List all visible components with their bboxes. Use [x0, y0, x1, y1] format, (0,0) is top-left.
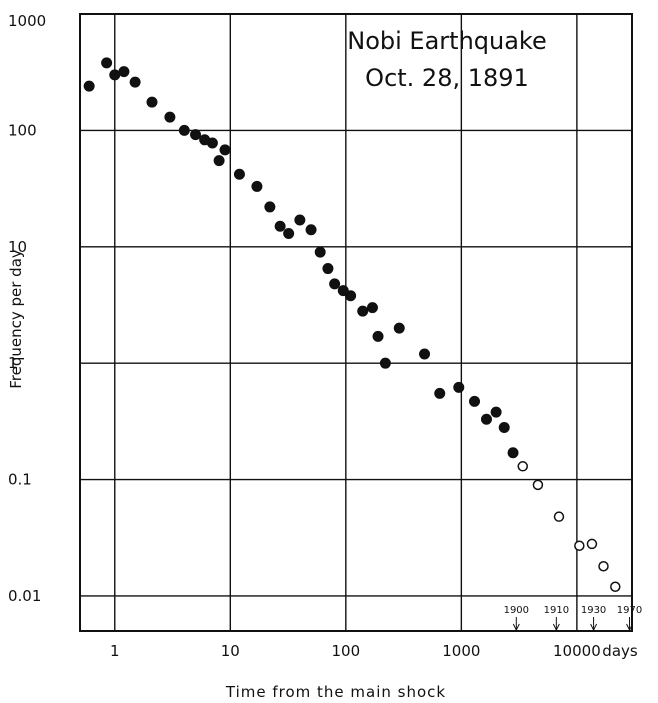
data-point-filled	[294, 214, 306, 226]
y-tick-label: 1000	[8, 12, 46, 30]
grid-lines	[80, 13, 632, 631]
y-tick-label: 0.01	[8, 587, 41, 605]
data-point-filled	[507, 447, 519, 459]
data-point-filled	[146, 96, 158, 108]
data-point-filled	[251, 180, 263, 192]
data-point-filled	[305, 224, 317, 236]
data-point-open	[598, 561, 609, 572]
y-tick-label: 0.1	[8, 471, 32, 489]
data-point-filled	[366, 302, 378, 314]
x-tick-label: 1000	[442, 642, 480, 660]
data-point-filled	[372, 330, 384, 342]
year-annotation: 1930	[581, 605, 606, 616]
data-point-filled	[190, 129, 202, 141]
data-point-filled	[314, 246, 326, 258]
data-point-filled	[83, 80, 95, 92]
data-point-filled	[379, 357, 391, 369]
data-point-filled	[329, 278, 341, 290]
y-tick-label: 1	[8, 354, 18, 372]
data-point-open	[574, 540, 585, 552]
x-axis-label: Time from the main shock	[225, 683, 446, 701]
x-axis-ticks: 1 10 100 1000 10000	[110, 642, 601, 660]
data-point-filled	[178, 124, 190, 136]
chart-subtitle: Oct. 28, 1891	[365, 64, 529, 92]
data-point-filled	[264, 201, 276, 213]
data-point-filled	[233, 168, 245, 180]
x-tick-label: 100	[332, 642, 361, 660]
x-tick-label: 10000	[553, 642, 601, 660]
data-point-filled	[322, 263, 334, 275]
y-tick-label: 100	[8, 121, 37, 139]
data-point-filled	[345, 290, 357, 302]
data-point-open	[517, 461, 529, 472]
data-point-filled	[480, 413, 492, 425]
data-point-filled	[219, 144, 231, 156]
y-axis-label: Frequency per day	[7, 249, 25, 389]
year-arrow-head	[552, 623, 560, 632]
x-unit-label: days	[602, 642, 638, 660]
year-annotation: 1970	[617, 605, 642, 616]
data-point-filled	[498, 422, 510, 434]
data-points	[83, 57, 621, 592]
year-arrow-head	[512, 623, 520, 632]
data-point-open	[586, 538, 598, 550]
y-tick-label: 10	[8, 238, 27, 256]
data-point-open	[553, 511, 565, 522]
data-point-filled	[434, 387, 446, 399]
data-point-filled	[283, 228, 295, 240]
data-point-filled	[490, 406, 502, 418]
year-annotation: 1910	[544, 605, 569, 616]
data-point-open	[610, 581, 621, 592]
data-point-filled	[469, 395, 481, 407]
data-point-filled	[453, 381, 465, 393]
data-point-filled	[274, 220, 286, 232]
data-point-filled	[206, 137, 218, 149]
year-annotations: 1900 1910 1930 1970	[504, 605, 642, 632]
x-tick-label: 1	[110, 642, 120, 660]
data-point-filled	[213, 155, 225, 167]
data-point-filled	[109, 69, 121, 81]
x-tick-label: 10	[221, 642, 240, 660]
data-point-filled	[357, 305, 369, 317]
data-point-filled	[101, 57, 113, 69]
data-point-filled	[419, 348, 431, 360]
chart-title: Nobi Earthquake	[347, 27, 547, 55]
data-point-filled	[393, 322, 405, 334]
year-arrow-head	[590, 623, 598, 632]
data-point-filled	[129, 76, 141, 88]
y-axis-ticks: 1000 100 10 1 0.1 0.01	[8, 12, 46, 605]
data-point-filled	[118, 66, 130, 78]
data-point-filled	[164, 111, 176, 123]
year-arrow-head	[626, 623, 633, 632]
plot-frame	[79, 13, 633, 632]
year-annotation: 1900	[504, 605, 529, 616]
data-point-open	[532, 479, 544, 491]
